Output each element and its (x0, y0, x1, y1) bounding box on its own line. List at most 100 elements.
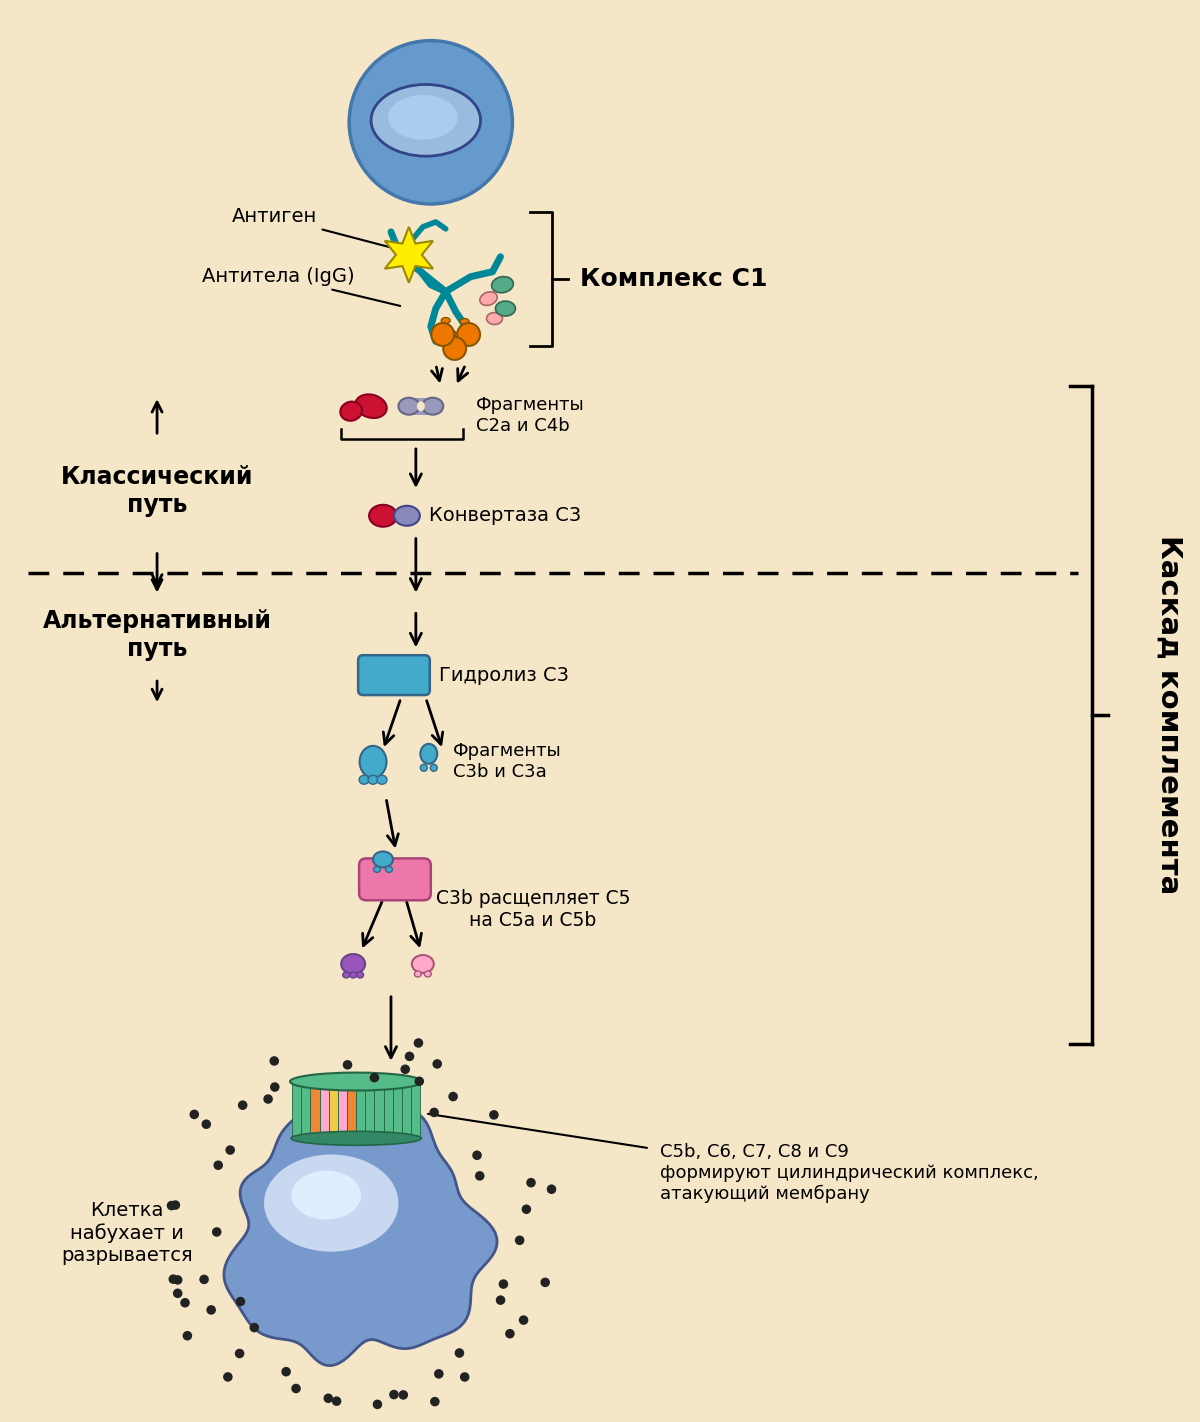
Ellipse shape (290, 1072, 422, 1091)
Circle shape (430, 1108, 439, 1118)
Ellipse shape (371, 84, 480, 156)
Circle shape (170, 1200, 180, 1210)
Circle shape (475, 1172, 485, 1180)
Ellipse shape (496, 301, 515, 316)
Ellipse shape (360, 747, 386, 778)
Circle shape (414, 1038, 424, 1048)
Circle shape (370, 1072, 379, 1082)
Ellipse shape (448, 330, 456, 337)
Circle shape (182, 1331, 192, 1341)
Circle shape (349, 41, 512, 203)
Circle shape (167, 1200, 176, 1210)
Circle shape (199, 1274, 209, 1284)
Bar (384, 1082, 392, 1139)
Circle shape (404, 1052, 414, 1061)
Circle shape (281, 1367, 290, 1376)
Circle shape (292, 1384, 301, 1394)
Circle shape (235, 1297, 245, 1307)
Text: Альтернативный
путь: Альтернативный путь (42, 610, 271, 661)
Text: С3b расщепляет С5
на С5а и С5b: С3b расщепляет С5 на С5а и С5b (436, 889, 630, 930)
Ellipse shape (370, 505, 397, 526)
Ellipse shape (385, 866, 392, 872)
Bar (392, 1082, 402, 1139)
Ellipse shape (373, 866, 380, 872)
Circle shape (202, 1119, 211, 1129)
Circle shape (443, 337, 466, 360)
Ellipse shape (355, 394, 386, 418)
Ellipse shape (420, 764, 427, 771)
Circle shape (449, 1092, 458, 1101)
Circle shape (398, 1391, 408, 1399)
Circle shape (473, 1150, 481, 1160)
Circle shape (515, 1236, 524, 1246)
Circle shape (401, 1065, 410, 1074)
FancyBboxPatch shape (359, 859, 431, 900)
Circle shape (457, 323, 480, 346)
Circle shape (389, 1389, 398, 1399)
Circle shape (343, 1059, 353, 1069)
Ellipse shape (349, 973, 356, 978)
Circle shape (226, 1145, 235, 1155)
Text: Фрагменты
С2а и С4b: Фрагменты С2а и С4b (475, 397, 584, 435)
Text: Конвертаза С3: Конвертаза С3 (428, 506, 581, 525)
Circle shape (414, 1076, 424, 1086)
Circle shape (270, 1082, 280, 1092)
Ellipse shape (341, 954, 365, 974)
Text: Классический
путь: Классический путь (61, 465, 253, 516)
Circle shape (173, 1288, 182, 1298)
Text: С5b, С6, С7, С8 и С9
формируют цилиндрический комплекс,
атакующий мембрану: С5b, С6, С7, С8 и С9 формируют цилиндрич… (660, 1143, 1038, 1203)
Bar (347, 1082, 356, 1139)
Text: Каскад комплемента: Каскад комплемента (1156, 535, 1183, 894)
Bar (356, 1082, 365, 1139)
Text: Гидролиз С3: Гидролиз С3 (439, 665, 569, 684)
Circle shape (527, 1177, 535, 1187)
Bar (319, 1082, 329, 1139)
Circle shape (430, 1396, 439, 1406)
Circle shape (270, 1057, 280, 1065)
Text: Антитела (IgG): Антитела (IgG) (202, 267, 401, 306)
Polygon shape (292, 1170, 361, 1220)
Circle shape (434, 1369, 444, 1379)
Circle shape (180, 1298, 190, 1307)
Ellipse shape (431, 764, 437, 771)
Circle shape (190, 1109, 199, 1119)
Circle shape (547, 1185, 557, 1194)
Bar (412, 1082, 420, 1139)
Ellipse shape (388, 95, 457, 139)
Ellipse shape (373, 852, 392, 867)
Ellipse shape (343, 973, 349, 978)
Ellipse shape (420, 744, 437, 764)
Circle shape (432, 1059, 442, 1069)
Circle shape (206, 1305, 216, 1315)
Ellipse shape (359, 775, 370, 784)
Text: Антиген: Антиген (232, 208, 416, 255)
Text: Клетка
набухает и
разрывается: Клетка набухает и разрывается (61, 1202, 193, 1264)
Circle shape (173, 1276, 182, 1284)
Ellipse shape (480, 292, 497, 306)
Bar (402, 1082, 412, 1139)
Circle shape (250, 1322, 259, 1332)
Ellipse shape (492, 277, 514, 293)
Bar (338, 1082, 347, 1139)
Polygon shape (224, 1081, 497, 1365)
Circle shape (373, 1399, 383, 1409)
Ellipse shape (341, 401, 362, 421)
Circle shape (214, 1160, 223, 1170)
Ellipse shape (394, 506, 420, 526)
Ellipse shape (486, 313, 503, 324)
Circle shape (324, 1394, 334, 1404)
Bar (329, 1082, 338, 1139)
Circle shape (331, 1396, 341, 1406)
Circle shape (223, 1372, 233, 1382)
Circle shape (540, 1277, 550, 1287)
Ellipse shape (460, 319, 469, 324)
Ellipse shape (412, 956, 433, 973)
Bar (292, 1082, 301, 1139)
Ellipse shape (398, 398, 419, 415)
Ellipse shape (442, 317, 450, 324)
Circle shape (496, 1295, 505, 1305)
Ellipse shape (425, 971, 431, 977)
Circle shape (212, 1227, 222, 1237)
Circle shape (460, 1372, 469, 1382)
Ellipse shape (416, 401, 425, 411)
